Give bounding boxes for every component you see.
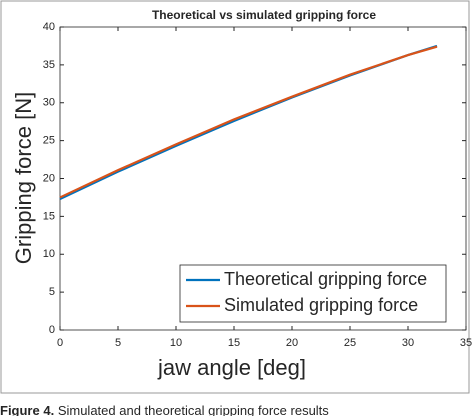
x-tick-label: 35	[460, 337, 472, 349]
y-tick-label: 15	[43, 210, 55, 222]
legend-box	[179, 264, 447, 323]
y-tick-label: 40	[43, 21, 55, 33]
y-tick-label: 20	[43, 172, 55, 184]
x-tick-label: 5	[115, 337, 121, 349]
y-tick-label: 25	[43, 135, 55, 147]
legend-label: Theoretical gripping force	[224, 269, 427, 289]
series-line	[59, 45, 438, 199]
caption-text: Simulated and theoretical gripping force…	[58, 403, 329, 416]
y-tick-label: 0	[49, 324, 55, 336]
y-axis-label: Gripping force [N]	[11, 92, 36, 264]
x-tick-label: 15	[228, 337, 240, 349]
x-tick-label: 30	[402, 337, 414, 349]
chart-title: Theoretical vs simulated gripping force	[152, 8, 376, 22]
x-axis-label: jaw angle [deg]	[157, 355, 306, 380]
caption-label: Figure 4.	[0, 403, 54, 416]
y-tick-label: 35	[43, 59, 55, 71]
caption: Figure 4. Simulated and theoretical grip…	[0, 403, 329, 416]
legend-label: Simulated gripping force	[224, 295, 418, 315]
x-tick-label: 10	[170, 337, 182, 349]
y-tick-label: 10	[43, 248, 55, 260]
y-tick-label: 30	[43, 97, 55, 109]
x-tick-label: 0	[57, 337, 63, 349]
x-tick-label: 25	[344, 337, 356, 349]
x-tick-label: 20	[286, 337, 298, 349]
y-tick-label: 5	[49, 286, 55, 298]
